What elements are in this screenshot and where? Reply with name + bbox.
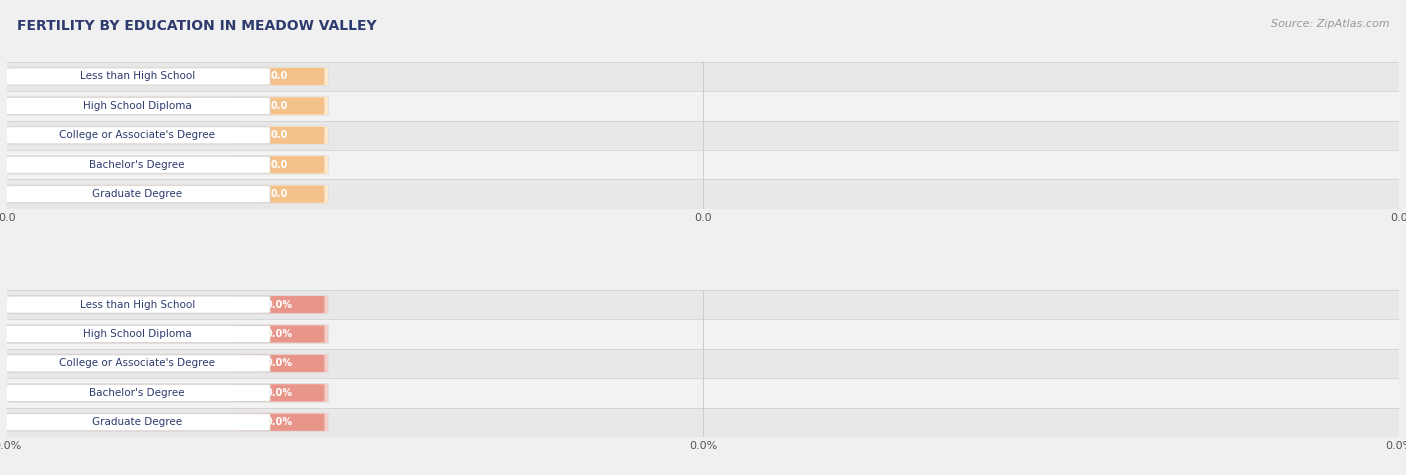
- Bar: [7, 121, 1399, 150]
- FancyBboxPatch shape: [0, 185, 329, 204]
- Text: High School Diploma: High School Diploma: [83, 329, 191, 339]
- Text: 0.0: 0.0: [270, 189, 288, 199]
- FancyBboxPatch shape: [0, 383, 329, 402]
- FancyBboxPatch shape: [4, 355, 270, 372]
- Bar: [7, 319, 1399, 349]
- FancyBboxPatch shape: [233, 156, 325, 173]
- FancyBboxPatch shape: [4, 97, 270, 114]
- FancyBboxPatch shape: [0, 413, 329, 432]
- FancyBboxPatch shape: [0, 67, 329, 86]
- FancyBboxPatch shape: [233, 186, 325, 203]
- Text: 0.0%: 0.0%: [266, 329, 292, 339]
- Bar: [7, 150, 1399, 180]
- Text: College or Associate's Degree: College or Associate's Degree: [59, 359, 215, 369]
- FancyBboxPatch shape: [0, 324, 329, 343]
- FancyBboxPatch shape: [0, 96, 329, 115]
- FancyBboxPatch shape: [0, 295, 329, 314]
- FancyBboxPatch shape: [4, 325, 270, 342]
- Bar: [7, 62, 1399, 91]
- Bar: [7, 180, 1399, 209]
- FancyBboxPatch shape: [0, 354, 329, 373]
- Bar: [7, 349, 1399, 378]
- Text: High School Diploma: High School Diploma: [83, 101, 191, 111]
- Text: 0.0%: 0.0%: [266, 359, 292, 369]
- Text: 0.0%: 0.0%: [266, 388, 292, 398]
- Text: FERTILITY BY EDUCATION IN MEADOW VALLEY: FERTILITY BY EDUCATION IN MEADOW VALLEY: [17, 19, 377, 33]
- FancyBboxPatch shape: [4, 414, 270, 431]
- FancyBboxPatch shape: [4, 296, 270, 313]
- Text: 0.0: 0.0: [270, 71, 288, 82]
- Bar: [7, 378, 1399, 408]
- FancyBboxPatch shape: [4, 68, 270, 85]
- Text: Bachelor's Degree: Bachelor's Degree: [90, 388, 186, 398]
- Text: 0.0%: 0.0%: [266, 417, 292, 428]
- FancyBboxPatch shape: [233, 97, 325, 114]
- Bar: [7, 91, 1399, 121]
- Text: 0.0: 0.0: [270, 101, 288, 111]
- FancyBboxPatch shape: [233, 127, 325, 144]
- Bar: [7, 290, 1399, 319]
- Bar: [7, 408, 1399, 437]
- Text: Graduate Degree: Graduate Degree: [93, 417, 183, 428]
- Text: Graduate Degree: Graduate Degree: [93, 189, 183, 199]
- FancyBboxPatch shape: [0, 126, 329, 145]
- Text: College or Associate's Degree: College or Associate's Degree: [59, 130, 215, 140]
- Text: 0.0%: 0.0%: [266, 300, 292, 310]
- Text: Less than High School: Less than High School: [80, 71, 195, 82]
- FancyBboxPatch shape: [233, 355, 325, 372]
- FancyBboxPatch shape: [0, 155, 329, 174]
- Text: Bachelor's Degree: Bachelor's Degree: [90, 160, 186, 170]
- FancyBboxPatch shape: [233, 414, 325, 431]
- Text: 0.0: 0.0: [270, 130, 288, 140]
- FancyBboxPatch shape: [233, 68, 325, 85]
- FancyBboxPatch shape: [233, 296, 325, 313]
- FancyBboxPatch shape: [4, 384, 270, 401]
- FancyBboxPatch shape: [4, 127, 270, 144]
- Text: Less than High School: Less than High School: [80, 300, 195, 310]
- FancyBboxPatch shape: [4, 186, 270, 203]
- FancyBboxPatch shape: [233, 384, 325, 401]
- FancyBboxPatch shape: [4, 156, 270, 173]
- Text: 0.0: 0.0: [270, 160, 288, 170]
- FancyBboxPatch shape: [233, 325, 325, 342]
- Text: Source: ZipAtlas.com: Source: ZipAtlas.com: [1271, 19, 1389, 29]
